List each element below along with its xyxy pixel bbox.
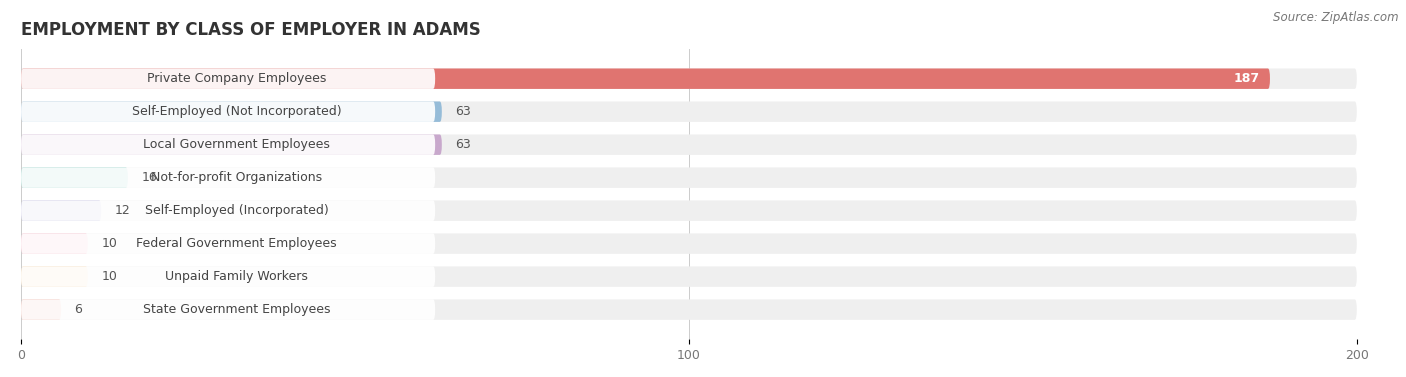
- FancyBboxPatch shape: [21, 267, 89, 287]
- FancyBboxPatch shape: [21, 135, 441, 155]
- FancyBboxPatch shape: [21, 267, 436, 287]
- Text: 10: 10: [101, 270, 117, 283]
- Text: Local Government Employees: Local Government Employees: [143, 138, 330, 151]
- FancyBboxPatch shape: [21, 167, 436, 188]
- Text: Self-Employed (Not Incorporated): Self-Employed (Not Incorporated): [132, 105, 342, 118]
- Text: 10: 10: [101, 237, 117, 250]
- FancyBboxPatch shape: [21, 101, 436, 122]
- Text: Private Company Employees: Private Company Employees: [146, 72, 326, 85]
- FancyBboxPatch shape: [21, 299, 62, 320]
- FancyBboxPatch shape: [21, 101, 441, 122]
- FancyBboxPatch shape: [21, 201, 436, 221]
- FancyBboxPatch shape: [21, 69, 1270, 89]
- Text: 63: 63: [456, 138, 471, 151]
- Text: Unpaid Family Workers: Unpaid Family Workers: [165, 270, 308, 283]
- Text: 16: 16: [141, 171, 157, 184]
- FancyBboxPatch shape: [21, 167, 128, 188]
- FancyBboxPatch shape: [21, 69, 1357, 89]
- FancyBboxPatch shape: [21, 201, 101, 221]
- FancyBboxPatch shape: [21, 233, 436, 254]
- Text: EMPLOYMENT BY CLASS OF EMPLOYER IN ADAMS: EMPLOYMENT BY CLASS OF EMPLOYER IN ADAMS: [21, 21, 481, 39]
- Text: Federal Government Employees: Federal Government Employees: [136, 237, 336, 250]
- Text: 6: 6: [75, 303, 83, 316]
- Text: 63: 63: [456, 105, 471, 118]
- Text: Not-for-profit Organizations: Not-for-profit Organizations: [150, 171, 322, 184]
- Text: Source: ZipAtlas.com: Source: ZipAtlas.com: [1274, 11, 1399, 24]
- FancyBboxPatch shape: [21, 135, 436, 155]
- FancyBboxPatch shape: [21, 201, 1357, 221]
- FancyBboxPatch shape: [21, 101, 1357, 122]
- Text: Self-Employed (Incorporated): Self-Employed (Incorporated): [145, 204, 328, 217]
- FancyBboxPatch shape: [21, 233, 89, 254]
- FancyBboxPatch shape: [21, 299, 1357, 320]
- Text: 12: 12: [115, 204, 131, 217]
- FancyBboxPatch shape: [21, 135, 1357, 155]
- Text: 187: 187: [1234, 72, 1260, 85]
- FancyBboxPatch shape: [21, 299, 436, 320]
- FancyBboxPatch shape: [21, 167, 1357, 188]
- FancyBboxPatch shape: [21, 69, 436, 89]
- Text: State Government Employees: State Government Employees: [142, 303, 330, 316]
- FancyBboxPatch shape: [21, 233, 1357, 254]
- FancyBboxPatch shape: [21, 267, 1357, 287]
